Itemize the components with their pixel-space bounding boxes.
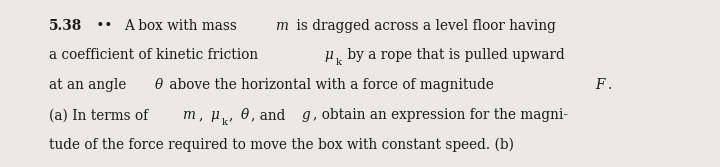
Text: , obtain an expression for the magni-: , obtain an expression for the magni- xyxy=(312,108,567,122)
Text: m: m xyxy=(275,19,288,33)
Text: at an angle: at an angle xyxy=(49,78,131,92)
Text: above the horizontal with a force of magnitude: above the horizontal with a force of mag… xyxy=(165,78,498,92)
Text: μ: μ xyxy=(210,108,220,122)
Text: k: k xyxy=(336,58,342,67)
Text: .: . xyxy=(608,78,611,92)
Text: tude of the force required to move the box with constant speed. (b): tude of the force required to move the b… xyxy=(49,138,514,152)
Text: θ: θ xyxy=(155,78,163,92)
Text: g: g xyxy=(302,108,310,122)
Text: ,: , xyxy=(230,108,238,122)
Text: F: F xyxy=(595,78,605,92)
Text: ,: , xyxy=(199,108,208,122)
Text: θ: θ xyxy=(240,108,249,122)
Text: by a rope that is pulled upward: by a rope that is pulled upward xyxy=(343,48,565,62)
Text: μ: μ xyxy=(325,48,333,62)
Text: , and: , and xyxy=(251,108,290,122)
Text: (a) In terms of: (a) In terms of xyxy=(49,108,153,122)
Text: A box with mass: A box with mass xyxy=(124,19,241,33)
Text: ••: •• xyxy=(92,19,117,33)
Text: 5.38: 5.38 xyxy=(49,19,82,33)
Text: is dragged across a level floor having: is dragged across a level floor having xyxy=(292,19,556,33)
Text: a coefficient of kinetic friction: a coefficient of kinetic friction xyxy=(49,48,263,62)
Text: k: k xyxy=(222,118,228,127)
Text: m: m xyxy=(182,108,195,122)
